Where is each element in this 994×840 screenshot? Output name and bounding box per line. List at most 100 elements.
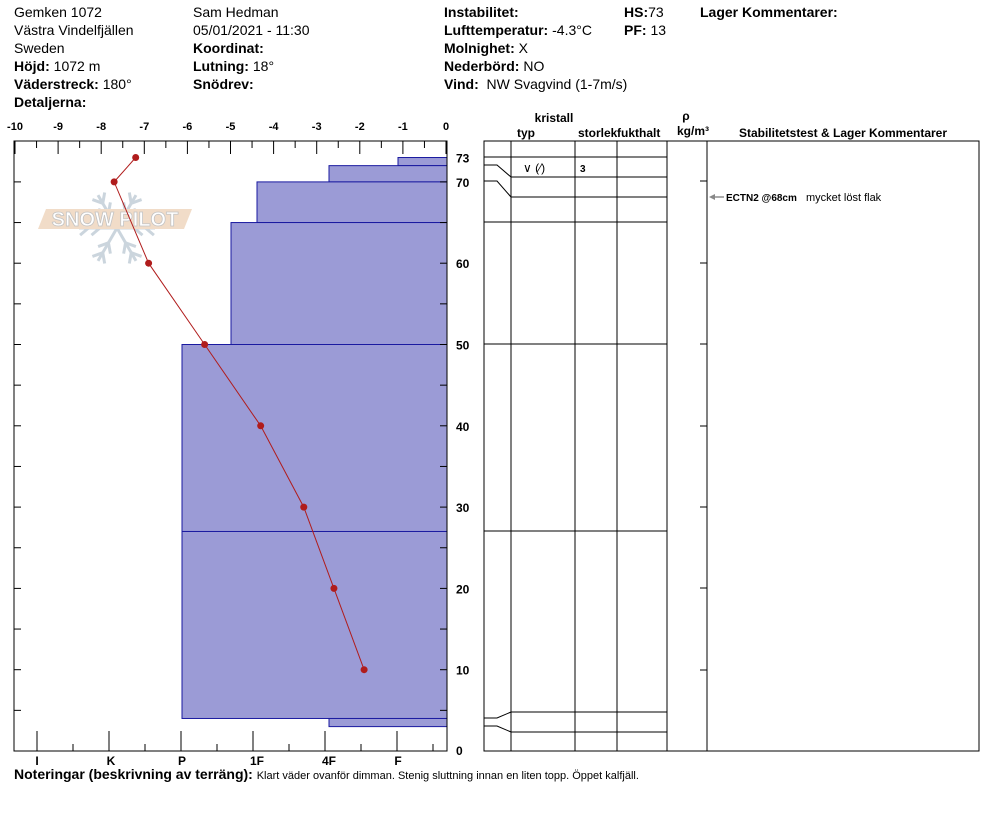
elevation-label: Höjd: xyxy=(14,58,50,74)
snowflake-branch xyxy=(91,198,104,205)
grain-type: ∨ (⁄) xyxy=(523,161,545,175)
precip-value: NO xyxy=(523,58,545,74)
snow-layer xyxy=(181,530,448,719)
temperature-point xyxy=(132,154,140,162)
country: Sweden xyxy=(14,40,65,56)
temperature-point xyxy=(360,666,368,674)
height-tick-label: 60 xyxy=(456,257,470,271)
temp-tick-label: -6 xyxy=(183,121,193,133)
temperature-point xyxy=(201,341,209,348)
drift-label: Snödrev: xyxy=(193,76,254,92)
layer-connector xyxy=(484,711,512,719)
aspect: Väderstreck: 180° xyxy=(14,75,132,93)
grain-size: 3 xyxy=(580,164,586,175)
snowflake-branch xyxy=(91,251,104,258)
notes-label: Noteringar (beskrivning av terräng): xyxy=(14,766,253,782)
notes: Noteringar (beskrivning av terräng): Kla… xyxy=(14,766,639,782)
temp-tick-label: -3 xyxy=(312,121,322,133)
snowflake-branch xyxy=(79,226,90,237)
col-comments: Stabilitetstest & Lager Kommentarer xyxy=(739,126,947,140)
temperature-point xyxy=(300,503,308,511)
elevation: Höjd: 1072 m xyxy=(14,57,100,75)
col-storlek: storlek xyxy=(578,126,618,140)
notes-text: Klart väder ovanför dimman. Stenig slutt… xyxy=(256,770,639,782)
layer-connector xyxy=(484,180,512,198)
temp-tick-label: -2 xyxy=(355,121,365,133)
slope-value: 18° xyxy=(252,58,275,74)
instability-label: Instabilitet: xyxy=(444,4,519,20)
hardness-tick-label: K xyxy=(107,754,116,768)
temp-tick-label: -5 xyxy=(226,121,236,133)
snow-layer xyxy=(181,344,448,532)
coord-label: Koordinat: xyxy=(193,40,264,56)
layer-connector xyxy=(484,164,512,178)
snowflake-branch xyxy=(127,252,133,264)
hardness-tick-label: P xyxy=(178,754,186,768)
datetime: 05/01/2021 - 11:30 xyxy=(193,22,310,38)
pf: PF: 13 xyxy=(624,21,666,39)
aspect-label: Väderstreck: xyxy=(14,76,99,92)
snowpilot-logo: SNOW PILOT xyxy=(38,192,192,264)
col-density: kg/m³ xyxy=(677,124,709,138)
temp-tick-label: -8 xyxy=(96,121,106,133)
snowflake-branch xyxy=(127,192,133,204)
col-rho: ρ xyxy=(682,109,689,123)
height-tick-label: 50 xyxy=(456,339,470,353)
snowflake-branch xyxy=(106,242,112,254)
temp-tick-label: 0 xyxy=(443,121,449,133)
snowflake-branch xyxy=(125,241,137,248)
snowflake-branch xyxy=(133,226,144,237)
snow-layer xyxy=(230,222,448,345)
temp-tick-label: -4 xyxy=(269,121,280,133)
temp-tick-label: -1 xyxy=(398,121,408,133)
height-tick-label: 70 xyxy=(456,176,470,190)
arrow-icon xyxy=(709,194,724,200)
height-tick-label: 40 xyxy=(456,420,470,434)
snow-layer xyxy=(397,157,448,167)
height-tick-label: 30 xyxy=(456,501,470,515)
sky-value: X xyxy=(518,40,528,56)
snowflake-branch xyxy=(130,251,143,258)
air-temp: Lufttemperatur: -4.3°C xyxy=(444,21,592,39)
temperature-point xyxy=(110,178,118,186)
layer-comments-label: Lager Kommentarer: xyxy=(700,4,838,20)
slope: Lutning: 18° xyxy=(193,57,274,75)
layer-connector xyxy=(484,725,512,733)
hardness-tick-label: 4F xyxy=(322,754,336,768)
snowflake-branch xyxy=(122,242,128,254)
air-temp-value: -4.3°C xyxy=(552,22,592,38)
temperature-line xyxy=(113,157,365,670)
hs-value: 73 xyxy=(648,4,664,20)
sky: Molnighet: X xyxy=(444,39,528,57)
height-tick-label: 73 xyxy=(456,152,470,166)
snowflake-branch xyxy=(101,192,107,204)
temp-tick-label: -7 xyxy=(139,121,149,133)
precip-label: Nederbörd: xyxy=(444,58,520,74)
wind-label: Vind: xyxy=(444,76,479,92)
wind: Vind: NW Svagvind (1-7m/s) xyxy=(444,75,627,93)
height-tick-label: 20 xyxy=(456,582,470,596)
col-kristall: kristall xyxy=(535,111,574,125)
hs: HS:73 xyxy=(624,3,664,21)
observer: Sam Hedman xyxy=(193,4,279,20)
hardness-tick-label: F xyxy=(394,754,401,768)
test-result: ECTN2 @68cm xyxy=(726,193,797,204)
col-typ: typ xyxy=(517,126,535,140)
layer-table-frame xyxy=(483,140,980,752)
snowflake-branch xyxy=(144,226,155,237)
region: Västra Vindelfjällen xyxy=(14,22,134,38)
temp-tick-label: -9 xyxy=(53,121,63,133)
snowflake-branch xyxy=(90,226,101,237)
snow-layer xyxy=(328,165,448,183)
wind-value: NW Svagvind (1-7m/s) xyxy=(486,76,628,92)
pf-label: PF: xyxy=(624,22,647,38)
details-label: Detaljerna: xyxy=(14,94,87,110)
hardness-tick-label: I xyxy=(35,754,38,768)
temperature-point xyxy=(257,422,265,430)
air-temp-label: Lufttemperatur: xyxy=(444,22,549,38)
temperature-point xyxy=(330,584,338,592)
sky-label: Molnighet: xyxy=(444,40,515,56)
hardness-tick-label: 1F xyxy=(250,754,264,768)
aspect-value: 180° xyxy=(102,76,132,92)
